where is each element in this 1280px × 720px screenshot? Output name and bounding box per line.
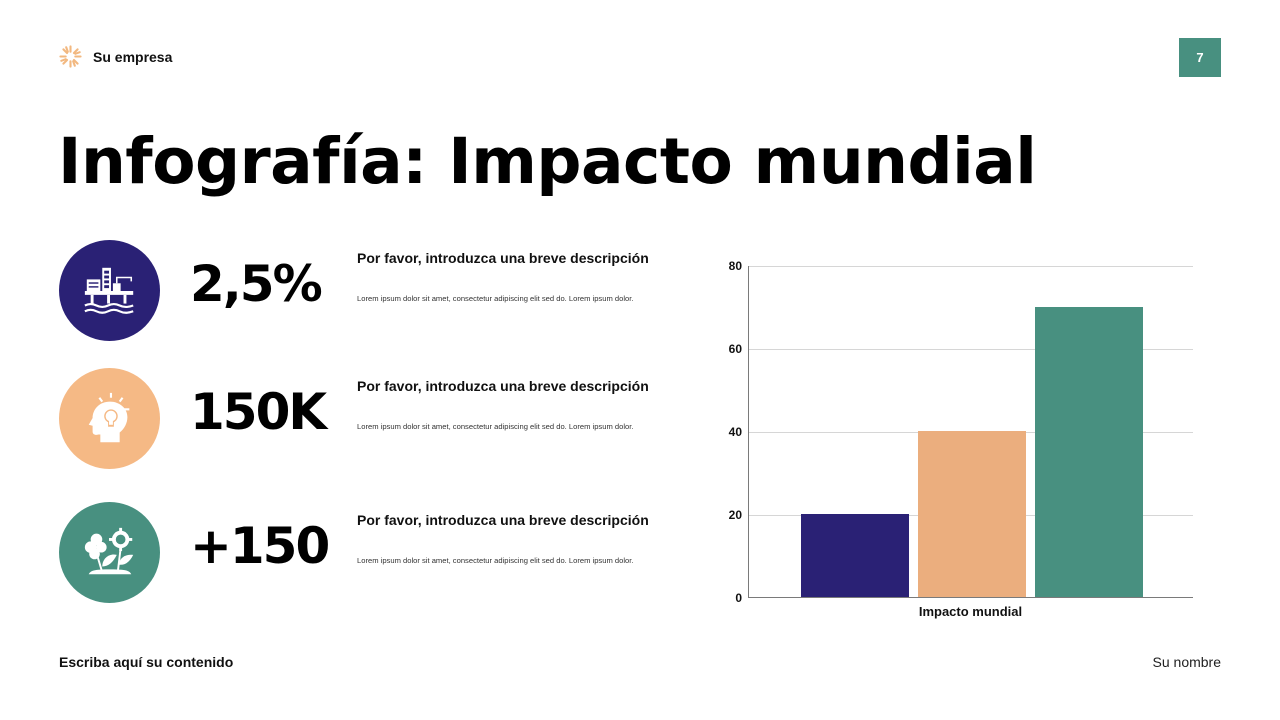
stat-icon-circle xyxy=(59,368,160,469)
oil-platform-icon xyxy=(83,267,134,314)
stat-icon-circle xyxy=(59,502,160,603)
y-tick-label: 20 xyxy=(728,508,742,522)
stat-row-2: 150K Por favor, introduzca una breve des… xyxy=(59,368,679,469)
gridline xyxy=(749,266,1193,267)
brand: Su empresa xyxy=(59,45,172,68)
y-tick-label: 0 xyxy=(735,591,742,605)
bar-3 xyxy=(1035,306,1143,597)
bar-chart: 0 20 40 60 80 Impacto mundial xyxy=(700,250,1220,630)
bar-2 xyxy=(918,431,1026,597)
gridline xyxy=(749,349,1193,350)
stat-row-3: +150 Por favor, introduzca una breve des… xyxy=(59,502,679,603)
stat-description: Lorem ipsum dolor sit amet, consectetur … xyxy=(357,294,634,303)
page-title: Infografía: Impacto mundial xyxy=(58,125,1037,198)
stat-heading: Por favor, introduzca una breve descripc… xyxy=(357,378,649,394)
stat-value: 150K xyxy=(190,383,327,441)
stat-icon-circle xyxy=(59,240,160,341)
stat-heading: Por favor, introduzca una breve descripc… xyxy=(357,250,649,266)
stat-value: 2,5% xyxy=(190,255,323,313)
stat-description: Lorem ipsum dolor sit amet, consectetur … xyxy=(357,556,634,565)
y-tick-label: 80 xyxy=(728,259,742,273)
stat-row-1: 2,5% Por favor, introduzca una breve des… xyxy=(59,240,679,341)
brand-name: Su empresa xyxy=(93,48,173,65)
head-lightbulb-icon xyxy=(88,392,129,442)
page-number-badge: 7 xyxy=(1179,38,1221,77)
sunburst-logo-icon xyxy=(59,45,82,68)
stat-value: +150 xyxy=(190,517,330,575)
x-axis-category-label: Impacto mundial xyxy=(918,604,1023,619)
bar-1 xyxy=(801,514,909,597)
y-tick-label: 40 xyxy=(728,425,742,439)
chart-plot-area xyxy=(748,266,1193,598)
y-tick-label: 60 xyxy=(728,342,742,356)
stat-heading: Por favor, introduzca una breve descripc… xyxy=(357,512,649,528)
footer-author-name: Su nombre xyxy=(1152,654,1221,670)
stat-description: Lorem ipsum dolor sit amet, consectetur … xyxy=(357,422,634,431)
footer-content-text: Escriba aquí su contenido xyxy=(59,654,234,670)
flowers-icon xyxy=(84,527,133,574)
